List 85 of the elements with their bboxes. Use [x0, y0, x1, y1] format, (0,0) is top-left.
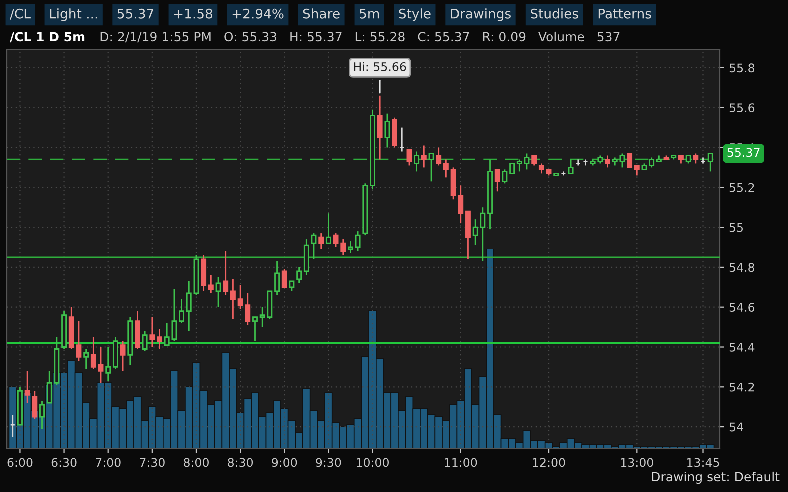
candlestick [120, 340, 126, 372]
candlestick [179, 298, 185, 324]
candlestick [333, 232, 339, 248]
candlestick [436, 147, 442, 166]
text: Studies [530, 8, 578, 19]
x-tick-label: 6:30 [52, 458, 77, 468]
candlestick [208, 274, 214, 294]
candlestick [311, 232, 317, 260]
y-tick-label: 54 [730, 422, 744, 432]
y-tick-label: 54.8 [730, 263, 755, 272]
candlestick [384, 113, 390, 148]
candlestick [708, 153, 714, 172]
candlestick [443, 159, 449, 178]
candlestick [605, 155, 610, 168]
candlestick [340, 238, 346, 256]
candlestick [414, 151, 420, 172]
candlestick [282, 268, 288, 288]
text: Drawings [451, 8, 511, 22]
candlestick [348, 240, 354, 254]
text: +1.58 [174, 8, 213, 19]
y-tick-label: 55.8 [730, 64, 755, 73]
text: 55.37 [118, 8, 154, 19]
x-tick-label: 13:45 [688, 458, 720, 468]
candlestick [274, 260, 280, 296]
text: Drawing set: Default [652, 472, 780, 484]
candlestick [318, 232, 324, 250]
y-tick-label: 54.6 [730, 303, 755, 312]
candlestick [84, 348, 90, 370]
candlestick [142, 330, 148, 352]
candlestick [634, 165, 640, 176]
x-tick-label: 8:30 [228, 458, 254, 468]
text: Patterns [598, 9, 652, 19]
candlestick [406, 149, 412, 166]
candlestick [326, 212, 332, 244]
text: /CL [10, 8, 31, 20]
candlestick [296, 266, 302, 284]
y-tick-label: 55.6 [730, 104, 755, 113]
x-tick-label: 10:00 [357, 458, 389, 468]
chart-title: /CL 1 D 5m [10, 32, 85, 43]
y-tick-label: 54.2 [730, 382, 754, 392]
text: +2.94% [232, 8, 284, 19]
candlestick [289, 280, 295, 292]
candlestick [216, 276, 222, 308]
text: Share [303, 8, 340, 19]
candlestick [510, 163, 516, 174]
x-tick-label: 9:30 [316, 458, 342, 468]
candlestick [502, 169, 508, 184]
candlestick [494, 169, 500, 192]
y-tick-label: 55.2 [730, 183, 754, 192]
candlestick [421, 145, 427, 168]
candlestick [157, 328, 162, 350]
candlestick [524, 153, 530, 170]
x-tick-label: 12:00 [533, 458, 566, 468]
text: Style [399, 8, 431, 22]
text: 55.37 [728, 148, 760, 158]
x-tick-label: 11:00 [445, 458, 478, 468]
candlestick [230, 278, 236, 320]
candlestick [649, 157, 655, 168]
text: Light ... [50, 8, 98, 22]
y-tick-label: 55 [730, 223, 744, 232]
candlestick [538, 163, 544, 174]
candlestick [627, 153, 633, 168]
candlestick [355, 230, 361, 252]
x-tick-label: 13:00 [621, 458, 654, 468]
candlestick [76, 320, 82, 362]
candlestick [693, 153, 699, 164]
x-tick-label: 8:00 [184, 458, 209, 468]
annotation: Hi: 55.66 [354, 62, 406, 72]
candlestick [377, 95, 383, 160]
candlestick [223, 250, 229, 296]
text: 5m [360, 9, 380, 19]
candlestick [186, 280, 192, 332]
candlestick [516, 159, 522, 172]
x-tick-label: 9:00 [272, 458, 298, 468]
candlestick [428, 153, 434, 182]
x-tick-label: 7:00 [96, 458, 121, 468]
candlestick [532, 155, 538, 166]
x-tick-label: 7:30 [140, 458, 165, 468]
chart-subtitle: D: 2/1/19 1:55 PM O: 55.33 H: 55.37 L: 55.28 C: 55.37 R: 0.09 Volume 537 [100, 32, 620, 43]
candlestick [252, 316, 258, 342]
x-tick-label: 6:00 [8, 458, 33, 468]
y-tick-label: 54.4 [730, 343, 755, 352]
candlestick [150, 316, 156, 348]
candlestick [90, 336, 96, 370]
candlestick [568, 159, 574, 174]
